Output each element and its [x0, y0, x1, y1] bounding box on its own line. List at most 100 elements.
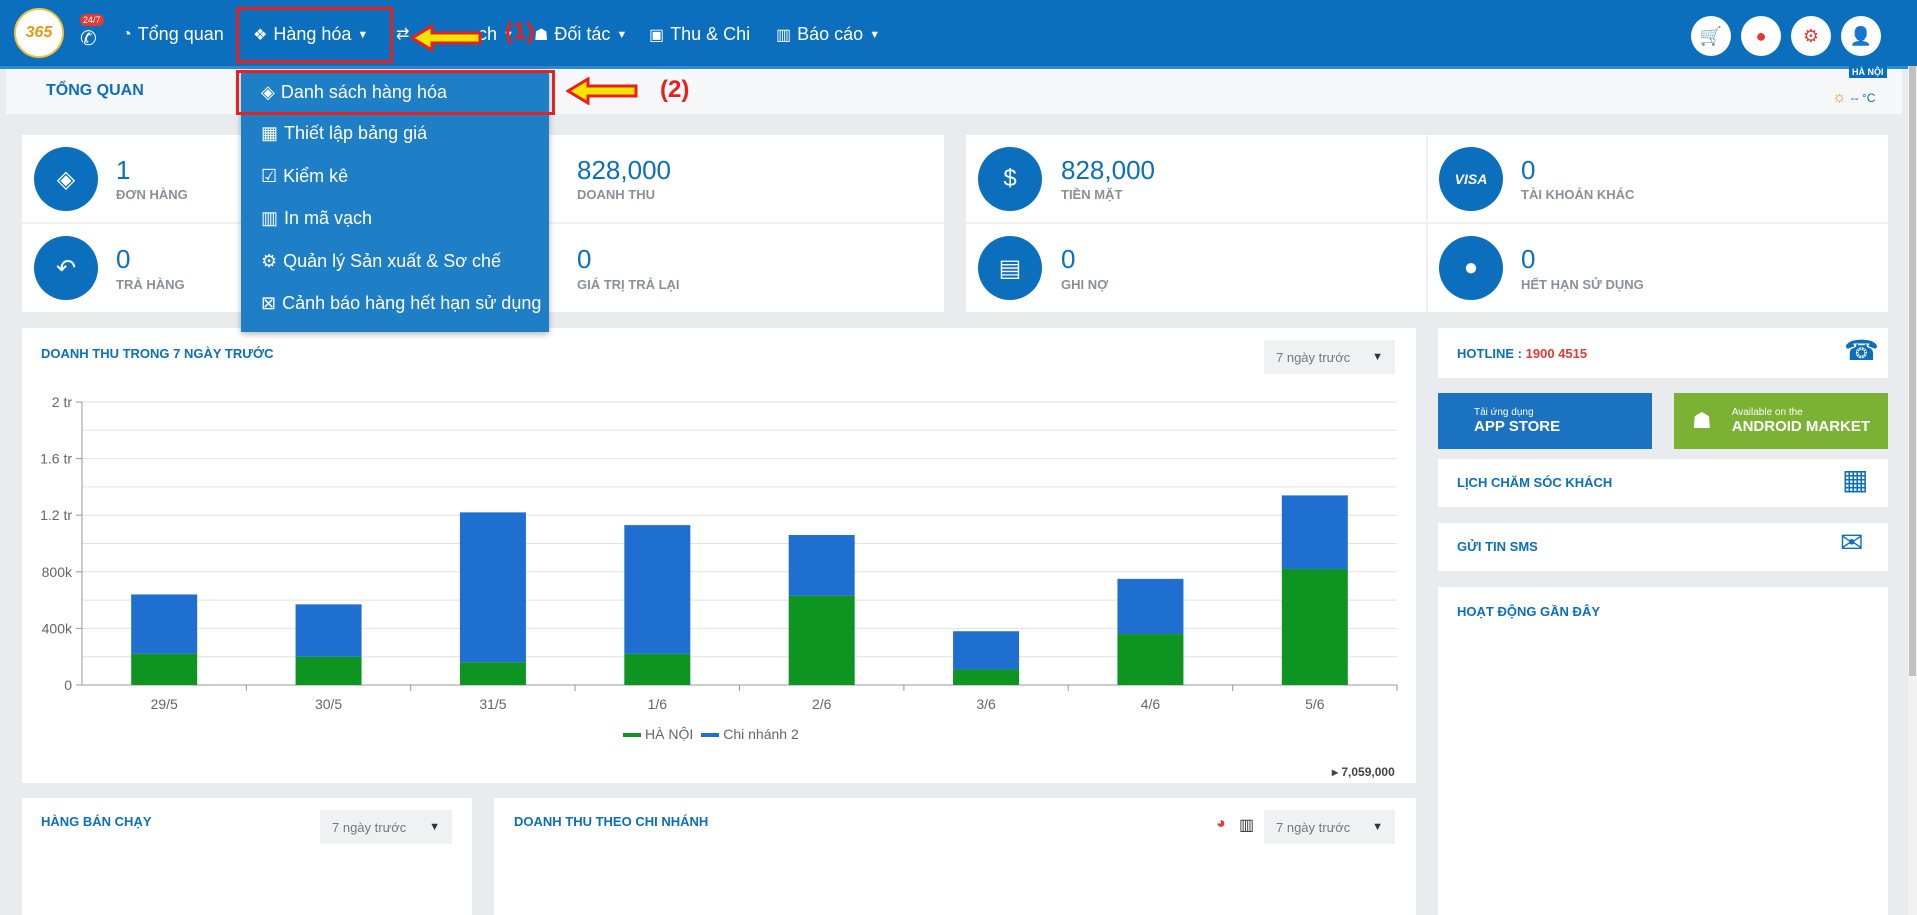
caret-down-icon: ▼ [429, 821, 440, 833]
stat-return-value-value: 0 [577, 244, 592, 274]
page-title: TỔNG QUAN [46, 82, 144, 99]
stat-returns-label: TRẢ HÀNG [116, 277, 185, 292]
bar-hanoi [459, 662, 526, 685]
legend-branch2[interactable]: Chi nhánh 2 [701, 726, 799, 742]
envelope-icon[interactable]: ✉ [1840, 527, 1864, 558]
revenue-panel-title: DOANH THU TRONG 7 NGÀY TRƯỚC [41, 346, 274, 361]
weather-widget: ☼ -- °C [1832, 89, 1875, 107]
menu-item-production[interactable]: ⚙ Quản lý Sản xuất & Sơ chế [261, 251, 501, 272]
care-schedule-card[interactable] [1438, 459, 1888, 507]
menu-item-print-barcode-label: In mã vạch [284, 208, 373, 228]
y-tick-label: 1.2 tr [40, 507, 72, 523]
care-schedule-label: LỊCH CHĂM SÓC KHÁCH [1457, 475, 1613, 490]
android-market-button[interactable]: ☗ Available on the ANDROID MARKET [1674, 393, 1888, 449]
nav-transactions-label: ch [478, 24, 498, 44]
hotline-card [1438, 328, 1888, 378]
y-tick-label: 800k [42, 564, 73, 580]
stat-cash-value: 828,000 [1061, 155, 1155, 185]
arrow-step1 [410, 24, 482, 52]
bar-hanoi [788, 595, 855, 685]
legend-hanoi[interactable]: HÀ NỘI [623, 726, 693, 742]
stat-debt-label: GHI NỢ [1061, 277, 1109, 292]
branch-range-value: 7 ngày trước [1276, 819, 1351, 835]
nav-partners[interactable]: ☗ Đối tác ▼ [534, 24, 627, 45]
caret-down-icon: ▼ [869, 28, 881, 41]
revenue-total-value: 7,059,000 [1341, 765, 1395, 779]
recent-activity-card [1438, 587, 1888, 915]
caret-down-icon: ▼ [503, 28, 514, 41]
stats-vdivider [1426, 135, 1428, 312]
stat-expired-value: 0 [1521, 244, 1536, 274]
hotline-number[interactable]: 1900 4515 [1525, 346, 1588, 361]
support-badge: 24/7 [80, 14, 104, 26]
tags-icon: ◈ [34, 147, 98, 211]
nav-transactions[interactable]: ⇄ [396, 24, 409, 44]
bar-hanoi [953, 669, 1020, 685]
x-tick-label: 30/5 [315, 696, 342, 712]
bestseller-range-select[interactable]: 7 ngày trước ▼ [320, 810, 452, 844]
bar-chart-icon: ▥ [776, 26, 792, 44]
navbar-underline [0, 66, 1917, 69]
bar-chart-toggle-icon[interactable]: ▥ [1239, 817, 1255, 834]
x-tick-label: 1/6 [648, 696, 668, 712]
x-tick-label: 2/6 [812, 696, 832, 712]
cart-icon[interactable]: 🛒 [1691, 16, 1731, 56]
location-icon[interactable]: ● [1741, 16, 1781, 56]
nav-partners-label: Đối tác [554, 24, 611, 44]
cash-icon: $ [978, 147, 1042, 211]
bar-hanoi [131, 653, 198, 685]
nav-income-expense-label: Thu & Chi [670, 24, 751, 44]
exchange-icon: ⇄ [396, 26, 410, 43]
pie-chart-icon[interactable]: ◕ [1216, 815, 1226, 832]
nav-transactions-label-wrap[interactable]: ch ▼ [478, 24, 514, 45]
menu-item-price-setup[interactable]: ▦ Thiết lập bảng giá [261, 123, 427, 144]
cogs-icon: ⚙ [261, 251, 278, 271]
annotation-step2: (2) [660, 76, 690, 103]
y-tick-label: 400k [42, 620, 73, 636]
app-logo[interactable]: 365 [14, 8, 64, 58]
menu-item-expiry-warning[interactable]: ⊠ Cảnh báo hàng hết hạn sử dụng [261, 293, 541, 314]
app-store-small: Tải ứng dụng [1474, 407, 1534, 418]
app-store-button[interactable]: Tải ứng dụng APP STORE [1438, 393, 1652, 449]
bomb-icon: ● [1439, 236, 1503, 300]
nav-reports-label: Báo cáo [797, 24, 864, 44]
phone-icon[interactable]: ✆ [80, 28, 97, 50]
gear-icon[interactable]: ⚙ [1791, 16, 1831, 56]
send-sms-card[interactable] [1438, 523, 1888, 571]
nav-income-expense[interactable]: ▣ Thu & Chi [649, 24, 750, 45]
branch-range-select[interactable]: 7 ngày trước ▼ [1264, 810, 1395, 844]
stat-other-accounts-value: 0 [1521, 155, 1536, 185]
reply-icon: ↶ [34, 236, 98, 300]
menu-item-inventory-check[interactable]: ☑ Kiểm kê [261, 166, 348, 187]
x-tick-label: 3/6 [976, 696, 996, 712]
bar-branch2 [131, 594, 198, 654]
scrollbar-thumb[interactable] [1909, 66, 1916, 676]
menu-item-product-list[interactable]: ◈ Danh sách hàng hóa [261, 82, 447, 103]
user-icon[interactable]: 👤 [1841, 16, 1881, 56]
calendar-icon[interactable]: ▦ [1842, 464, 1869, 495]
caret-down-icon: ▼ [616, 28, 628, 41]
page-scrollbar[interactable] [1908, 66, 1917, 915]
menu-item-inventory-check-label: Kiểm kê [283, 166, 349, 186]
arrow-step2 [566, 77, 638, 105]
nav-overview[interactable]: ◔ Tổng quan [122, 24, 224, 45]
nav-products-label: Hàng hóa [273, 24, 352, 44]
x-tick-label: 31/5 [479, 696, 506, 712]
legend-hanoi-label: HÀ NỘI [645, 726, 694, 742]
nav-products[interactable]: ❖ Hàng hóa ▼ [253, 24, 368, 45]
revenue-total: ▸ 7,059,000 [1332, 765, 1395, 779]
menu-item-print-barcode[interactable]: ▥ In mã vạch [261, 208, 372, 229]
nav-reports[interactable]: ▥ Báo cáo ▼ [776, 24, 880, 45]
y-tick-label: 0 [64, 677, 72, 693]
revenue-range-select[interactable]: 7 ngày trước ▼ [1264, 340, 1395, 374]
calculator-icon: ▦ [261, 123, 279, 143]
menu-item-price-setup-label: Thiết lập bảng giá [284, 123, 428, 143]
highlight-box-step1 [236, 7, 393, 63]
logo-text: 365 [25, 24, 53, 41]
phone-square-icon[interactable]: ☎ [1844, 335, 1879, 366]
nav-overview-label: Tổng quan [137, 24, 224, 44]
partner-icon: ☗ [534, 26, 549, 44]
revenue-panel [22, 328, 1416, 783]
visa-icon: VISA [1439, 147, 1503, 211]
bar-hanoi [295, 656, 362, 685]
